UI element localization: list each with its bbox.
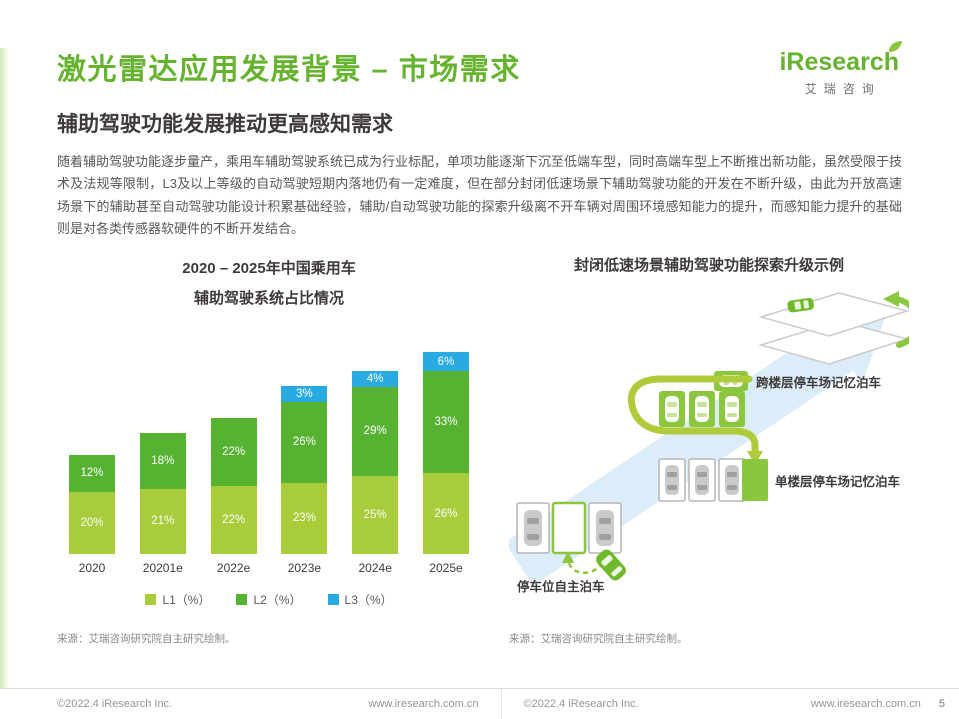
diagram-title: 封闭低速场景辅助驾驶功能探索升级示例 <box>573 257 844 275</box>
car-on-deck-icon <box>787 298 814 313</box>
iresearch-logo: iResearch 艾瑞咨询 <box>779 41 902 97</box>
page-footer: ©2022.4 iResearch Inc. www.iresearch.com… <box>0 688 959 719</box>
bar-segment: 26% <box>281 402 328 483</box>
footer-right: ©2022.4 iResearch Inc. www.iresearch.com… <box>500 689 959 719</box>
leaf-icon <box>889 41 902 52</box>
legend-swatch <box>236 593 248 605</box>
bar-column: 21% 18% 20201e <box>136 433 190 575</box>
bar-stack: 22% 22% <box>210 417 257 554</box>
bar-segment: 12% <box>69 454 115 492</box>
footer-right-site-link[interactable]: www.iresearch.com.cn <box>810 698 921 710</box>
chart-title: 2020 – 2025年中国乘用车 辅助驾驶系统占比情况 <box>57 254 481 313</box>
bar-stack: 23% 26% 3% <box>281 386 328 554</box>
category-label: 2023e <box>287 560 322 575</box>
chart-title-line1: 2020 – 2025年中国乘用车 <box>182 260 356 278</box>
bar-segment: 4% <box>352 370 399 387</box>
bar-segment: 22% <box>210 485 257 554</box>
diagram-column: 封闭低速场景辅助驾驶功能探索升级示例 <box>509 254 909 646</box>
bar-column: 26% 33% 6% 2025e <box>419 352 473 575</box>
footer-left: ©2022.4 iResearch Inc. www.iresearch.com… <box>0 689 501 719</box>
target-slot-green <box>742 459 768 502</box>
logo-brand-label: iResearch <box>779 48 899 76</box>
bar-segment: 33% <box>422 371 469 474</box>
page-title: 激光雷达应用发展背景 – 市场需求 <box>57 54 521 86</box>
diagram-source: 来源：艾瑞咨询研究院自主研究绘制。 <box>509 633 688 646</box>
category-label: 2020 <box>78 560 106 575</box>
category-label: 2022e <box>216 560 251 575</box>
legend-swatch <box>327 593 339 605</box>
bar-segment: 6% <box>422 352 469 372</box>
legend-item: L3（%） <box>327 591 393 608</box>
bar-stack: 21% 18% <box>139 433 186 554</box>
legend-item: L1（%） <box>145 591 210 608</box>
bar-stack: 26% 33% 6% <box>422 352 469 554</box>
bar-column: 25% 29% 4% 2024e <box>348 370 402 575</box>
bar-segment: 25% <box>352 476 399 554</box>
logo-subtitle: 艾瑞咨询 <box>804 82 881 96</box>
bar-segment: 22% <box>210 417 257 486</box>
category-label: 2024e <box>358 560 392 575</box>
self-parking-car-icon <box>596 549 626 581</box>
bar-segment: 21% <box>139 488 186 554</box>
self-parking-slots <box>516 502 626 581</box>
bar-column: 20% 12% 2020 <box>65 454 119 575</box>
bar-column: 23% 26% 3% 2023e <box>277 386 331 575</box>
category-label: 20201e <box>142 560 183 575</box>
legend-label: L2（%） <box>253 592 302 607</box>
bar-segment: 20% <box>69 491 115 554</box>
memory-route-path <box>627 375 759 455</box>
page-number: 5 <box>938 698 945 710</box>
category-label: 2025e <box>429 560 463 575</box>
page-header: 激光雷达应用发展背景 – 市场需求 iResearch 艾瑞咨询 辅助驾驶功能发… <box>0 0 959 240</box>
bar-stack: 20% 12% <box>69 454 115 554</box>
memory-route-arrowhead <box>747 451 763 466</box>
deck-loop-arrow <box>894 296 909 349</box>
green-parking-row <box>659 391 745 428</box>
legend-swatch <box>145 593 157 605</box>
body-paragraph: 随着辅助驾驶功能逐步量产，乘用车辅助驾驶系统已成为行业标配，单项功能逐渐下沉至低… <box>57 154 903 237</box>
bar-segment: 26% <box>422 473 469 554</box>
self-park-arrowhead <box>562 551 574 564</box>
single-floor-parking-row <box>658 458 768 503</box>
section-subtitle: 辅助驾驶功能发展推动更高感知需求 <box>57 113 393 136</box>
parking-deck-planes <box>758 291 909 366</box>
bar-column: 22% 22% 2022e <box>207 417 261 575</box>
bar-stack: 25% 29% 4% <box>352 370 399 554</box>
single-floor-label: 单楼层停车场记忆泊车 <box>775 474 901 489</box>
bar-segment: 29% <box>352 386 399 477</box>
legend-label: L1（%） <box>162 592 211 607</box>
bar-segment: 18% <box>139 433 186 489</box>
legend-item: L2（%） <box>236 591 302 608</box>
self-parking-label: 停车位自主泊车 <box>517 579 605 594</box>
footer-left-copyright: ©2022.4 iResearch Inc. <box>57 698 173 710</box>
footer-right-copyright: ©2022.4 iResearch Inc. <box>523 698 639 710</box>
chart-source: 来源：艾瑞咨询研究院自主研究绘制。 <box>57 633 236 646</box>
bar-segment: 23% <box>281 482 328 554</box>
legend-label: L3（%） <box>344 592 393 607</box>
left-accent-strip <box>0 48 9 719</box>
logo-brand-text: iResearch <box>779 41 902 77</box>
bar-segment: 3% <box>281 386 328 403</box>
deck-loop-arrowhead <box>883 291 899 308</box>
cross-floor-label: 跨楼层停车场记忆泊车 <box>756 375 882 390</box>
bar-chart: 20% 12% 2020 21% 18% 20201e 22% 22% 2022e 23% 26% 3… <box>57 323 481 575</box>
parking-diagram: 跨楼层停车场记忆泊车 <box>509 291 909 594</box>
chart-legend: L1（%） L2（%） L3（%） <box>57 591 481 608</box>
content-columns: 2020 – 2025年中国乘用车 辅助驾驶系统占比情况 20% 12% 2020 2… <box>0 254 959 646</box>
empty-target-slot <box>551 502 587 555</box>
footer-left-site-link[interactable]: www.iresearch.com.cn <box>368 698 479 710</box>
chart-column: 2020 – 2025年中国乘用车 辅助驾驶系统占比情况 20% 12% 2020 2… <box>57 254 481 646</box>
chart-title-line2: 辅助驾驶系统占比情况 <box>193 289 344 307</box>
